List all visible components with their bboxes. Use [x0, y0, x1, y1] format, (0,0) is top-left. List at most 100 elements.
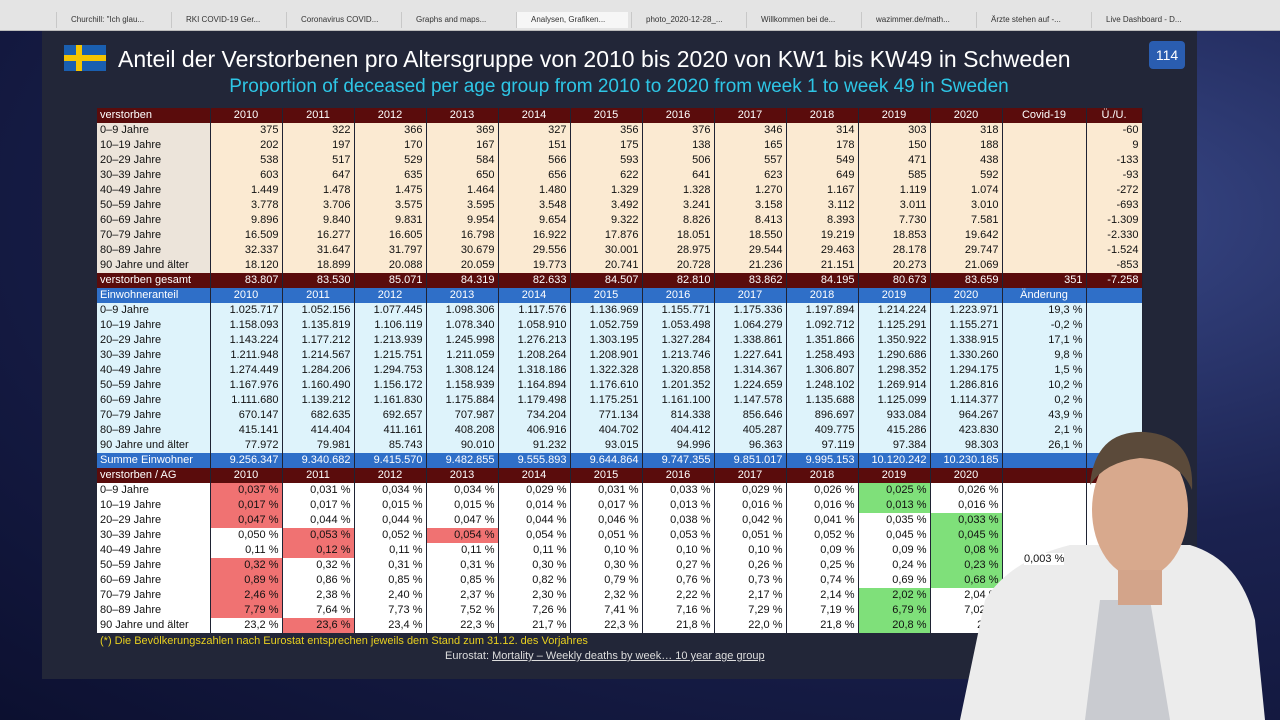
table-cell [1002, 183, 1087, 198]
table-cell: 0,013 % [858, 498, 931, 513]
table-cell: 1.135.819 [282, 318, 355, 333]
table-cell: 8.393 [786, 213, 859, 228]
table-row: 80–89 Jahre 32.337 31.647 31.797 30.679 29.55… [97, 243, 1143, 258]
table-row: 80–89 Jahre 7,79 % 7,64 % 7,73 % 7,52 % 7,26 … [97, 603, 1143, 618]
row-label: 50–59 Jahre [97, 378, 211, 393]
table-cell: 8.826 [642, 213, 715, 228]
table-cell: 0,31 % [354, 558, 427, 573]
table-cell: 351 [1002, 273, 1087, 288]
row-label: 80–89 Jahre [97, 603, 211, 618]
table-row: 20–29 Jahre 1.143.224 1.177.212 1.213.939 1.… [97, 333, 1143, 348]
table-cell: 303 [858, 123, 931, 138]
table-cell [1086, 408, 1143, 423]
table-cell: 2,22 % [642, 588, 715, 603]
table-cell: 0,044 % [282, 513, 355, 528]
table-cell: 1.098.306 [426, 303, 499, 318]
table-cell: 9.340.682 [282, 453, 355, 468]
table-cell: 0,69 % [858, 573, 931, 588]
header-cell: verstorben / AG [97, 468, 211, 483]
table-cell: 29.463 [786, 243, 859, 258]
table-cell: 6,79 % [858, 603, 931, 618]
row-label: 80–89 Jahre [97, 243, 211, 258]
table-cell: 9 [1086, 138, 1143, 153]
table-cell: 0,09 % [858, 543, 931, 558]
table-cell: 1.053.498 [642, 318, 715, 333]
table-cell: 1.125.099 [858, 393, 931, 408]
table-cell: 17,1 % [1002, 333, 1087, 348]
table-cell: 0,044 % [498, 513, 571, 528]
table-cell: 1.294.753 [354, 363, 427, 378]
table-cell: 21.151 [786, 258, 859, 273]
table-cell: 409.775 [786, 423, 859, 438]
table-cell: 21.236 [714, 258, 787, 273]
table-cell: 0,016 % [714, 498, 787, 513]
row-label: Summe Einwohner [97, 453, 211, 468]
table-cell: 1.258.493 [786, 348, 859, 363]
table-cell: 0,026 % [786, 483, 859, 498]
browser-tab[interactable]: Live Dashboard - D... [1091, 12, 1203, 28]
table-cell: 529 [354, 153, 427, 168]
header-cell: 2013 [426, 288, 499, 303]
browser-tab[interactable]: photo_2020-12-28_... [631, 12, 743, 28]
table-cell: 1.351.866 [786, 333, 859, 348]
table-cell: 82.810 [642, 273, 715, 288]
table-cell: 7,19 % [786, 603, 859, 618]
table-cell: 0,11 % [426, 543, 499, 558]
row-label: 50–59 Jahre [97, 198, 211, 213]
table-cell: 1.175.251 [570, 393, 643, 408]
overlay-text: 0,003 % [1024, 553, 1065, 565]
table-cell: 22,0 % [714, 618, 787, 633]
table-cell: 1.215.751 [354, 348, 427, 363]
header-cell: 2013 [426, 108, 499, 123]
header-cell [1086, 288, 1143, 303]
browser-tab[interactable]: Analysen, Grafiken... [516, 12, 628, 28]
table-cell: 1.052.759 [570, 318, 643, 333]
table-cell: 856.646 [714, 408, 787, 423]
slide-title: Anteil der Verstorbenen pro Altersgruppe… [118, 46, 1071, 72]
row-label: verstorben gesamt [97, 273, 211, 288]
browser-tab[interactable]: Willkommen bei de... [746, 12, 858, 28]
source-link[interactable]: Mortality – Weekly deaths by week… 10 ye… [492, 650, 765, 662]
table-cell [1002, 498, 1087, 513]
table-cell: 77.972 [210, 438, 283, 453]
browser-tab[interactable]: Churchill: "Ich glau... [56, 12, 168, 28]
table-cell: 0,053 % [282, 528, 355, 543]
table-cell: 0,27 % [642, 558, 715, 573]
table-cell: 7,02 % [930, 603, 1003, 618]
table-cell: 1.286.816 [930, 378, 1003, 393]
table-cell: 635 [354, 168, 427, 183]
browser-tab[interactable]: wazimmer.de/math... [861, 12, 973, 28]
header-cell: 2011 [282, 468, 355, 483]
header-cell: 2019 [858, 288, 931, 303]
table-cell [1002, 258, 1087, 273]
table-cell: 933.084 [858, 408, 931, 423]
table-cell: 408.208 [426, 423, 499, 438]
table-cell: 1.478 [282, 183, 355, 198]
table-cell: 16.922 [498, 228, 571, 243]
table-cell: 0,32 % [210, 558, 283, 573]
table-cell: 9.322 [570, 213, 643, 228]
table-cell [1086, 423, 1143, 438]
browser-tab[interactable]: Coronavirus COVID... [286, 12, 398, 28]
table-cell: 1.327.284 [642, 333, 715, 348]
header-cell: Covid-19 [1002, 108, 1087, 123]
browser-tab[interactable]: RKI COVID-19 Ger... [171, 12, 283, 28]
table-cell: 188 [930, 138, 1003, 153]
table-cell: 3.778 [210, 198, 283, 213]
table-cell: 18.051 [642, 228, 715, 243]
table-cell: 3.241 [642, 198, 715, 213]
browser-tab[interactable]: Ärzte stehen auf -... [976, 12, 1088, 28]
row-label: 0–9 Jahre [97, 303, 211, 318]
header-cell [1086, 468, 1143, 483]
table-cell: 1.211.948 [210, 348, 283, 363]
table-cell: 1.208.901 [570, 348, 643, 363]
table-row: 20–29 Jahre 538 517 529 584 566 593 506 557 549 47… [97, 153, 1143, 168]
row-label: 90 Jahre und älter [97, 258, 211, 273]
table-cell: 1.223.971 [930, 303, 1003, 318]
table-cell: 0,76 % [642, 573, 715, 588]
row-label: 60–69 Jahre [97, 213, 211, 228]
browser-tab[interactable]: Graphs and maps... [401, 12, 513, 28]
table-cell: 16.798 [426, 228, 499, 243]
table-row: 70–79 Jahre 670.147 682.635 692.657 707.987 7… [97, 408, 1143, 423]
